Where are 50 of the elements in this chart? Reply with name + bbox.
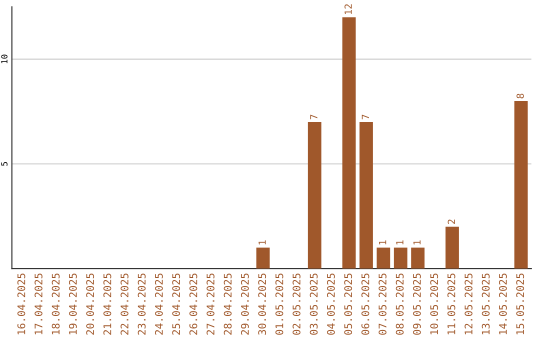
- x-tick-label: 28.04.2025: [224, 274, 232, 335]
- x-tick-label: 13.05.2025: [482, 274, 490, 334]
- data-label: 8: [516, 94, 524, 98]
- x-tick-label: 03.05.2025: [310, 274, 318, 335]
- bar: [411, 248, 425, 269]
- y-tick-label: 10: [1, 54, 8, 64]
- x-tick-label: 12.05.2025: [464, 274, 472, 334]
- x-tick-label: 30.04.2025: [258, 274, 266, 335]
- x-tick-label: 26.04.2025: [189, 274, 198, 335]
- bar: [342, 17, 356, 269]
- x-tick-label: 14.05.2025: [499, 274, 507, 334]
- x-tick-label: 08.05.2025: [396, 274, 404, 335]
- y-tick-label: 5: [1, 162, 8, 166]
- x-tick-label: 22.04.2025: [120, 274, 128, 335]
- x-tick-label: 10.05.2025: [430, 274, 438, 334]
- x-tick-label: 06.05.2025: [361, 274, 370, 335]
- x-tick-label: 29.04.2025: [240, 274, 249, 335]
- x-tick-label: 07.05.2025: [378, 274, 386, 335]
- x-tick-label: 01.05.2025: [275, 274, 284, 335]
- x-tick-label: 15.05.2025: [516, 274, 524, 334]
- bar: [514, 101, 528, 269]
- x-tick-label: 17.04.2025: [34, 274, 42, 334]
- data-label: 7: [362, 114, 369, 120]
- bar: [446, 226, 459, 269]
- x-tick-label: 19.04.2025: [68, 274, 77, 334]
- bar: [308, 122, 322, 269]
- x-tick-label: 09.05.2025: [413, 274, 421, 335]
- x-tick-label: 21.04.2025: [103, 274, 112, 335]
- x-tick-label: 25.04.2025: [172, 274, 180, 335]
- x-tick-label: 18.04.2025: [52, 274, 60, 334]
- data-label: 1: [413, 240, 421, 244]
- data-label: 1: [396, 240, 404, 244]
- data-label: 12: [344, 4, 352, 14]
- x-tick-label: 23.04.2025: [138, 274, 146, 335]
- x-tick-label: 04.05.2025: [326, 274, 335, 335]
- x-tick-label: 20.04.2025: [86, 274, 94, 335]
- data-label: 2: [448, 220, 455, 224]
- bar: [376, 248, 390, 269]
- data-label: 1: [379, 240, 386, 244]
- data-label: 1: [258, 240, 266, 244]
- x-tick-label: 11.05.2025: [447, 274, 456, 334]
- x-tick-label: 16.04.2025: [17, 274, 26, 334]
- bar: [256, 248, 270, 269]
- bar: [360, 122, 373, 269]
- bar: [394, 248, 408, 269]
- x-tick-label: 27.04.2025: [206, 274, 214, 335]
- x-tick-label: 24.04.2025: [154, 274, 163, 335]
- x-tick-label: 05.05.2025: [344, 274, 352, 335]
- x-tick-label: 02.05.2025: [292, 274, 300, 335]
- data-label: 7: [310, 114, 318, 120]
